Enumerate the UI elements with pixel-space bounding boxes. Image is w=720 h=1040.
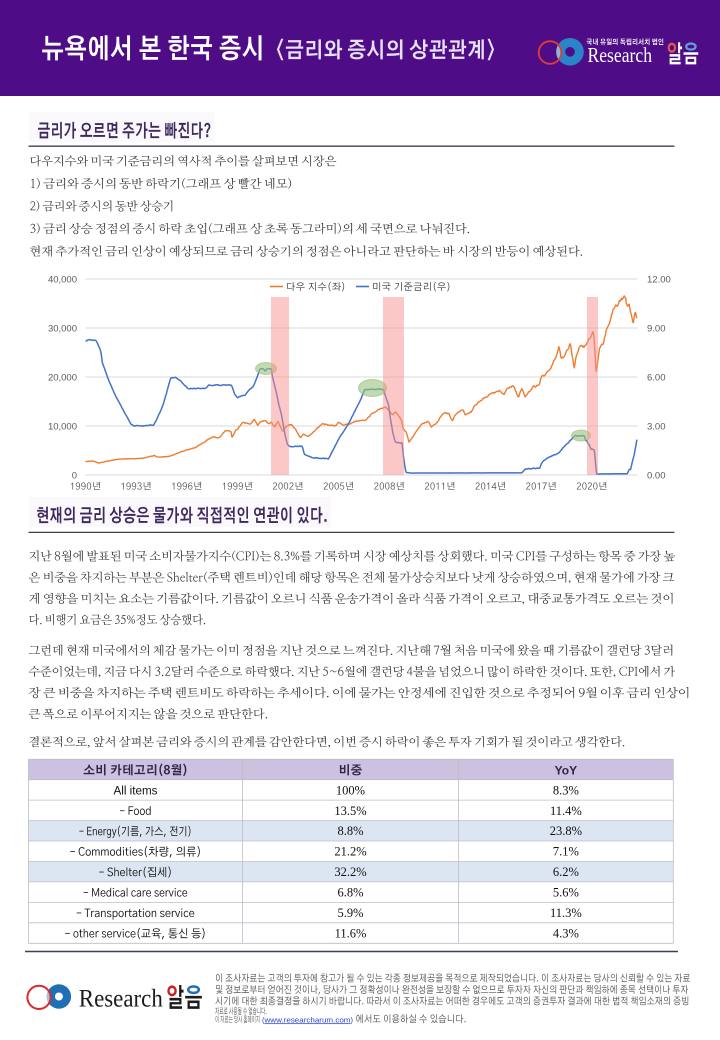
svg-text:23.8%: 23.8% (550, 824, 582, 838)
svg-text:0: 0 (72, 471, 77, 482)
svg-text:6.00: 6.00 (647, 373, 666, 384)
svg-text:8.3%: 8.3% (553, 783, 579, 797)
svg-text:12.00: 12.00 (647, 275, 671, 286)
svg-text:21.2%: 21.2% (334, 845, 366, 859)
svg-text:6.2%: 6.2% (553, 865, 579, 879)
svg-text:0.00: 0.00 (647, 471, 666, 482)
svg-text:11.3%: 11.3% (550, 906, 582, 920)
svg-text:10,000: 10,000 (48, 422, 77, 433)
svg-text:7.1%: 7.1% (553, 845, 579, 859)
svg-text:100%: 100% (336, 783, 365, 797)
svg-text:4.3%: 4.3% (553, 926, 579, 940)
svg-text:30,000: 30,000 (48, 324, 77, 335)
svg-text:(www.researcharum.com): (www.researcharum.com) (262, 1015, 354, 1024)
svg-text:32.2%: 32.2% (334, 865, 366, 879)
svg-text:40,000: 40,000 (48, 275, 77, 286)
svg-text:5.9%: 5.9% (337, 906, 363, 920)
svg-text:Research: Research (79, 984, 163, 1013)
svg-text:All items: All items (114, 785, 158, 797)
svg-text:8.8%: 8.8% (337, 824, 363, 838)
svg-text:11.6%: 11.6% (335, 926, 367, 940)
svg-text:11.4%: 11.4% (550, 804, 582, 818)
svg-text:20,000: 20,000 (48, 373, 77, 384)
svg-text:5.6%: 5.6% (553, 886, 579, 900)
svg-text:3.00: 3.00 (647, 422, 666, 433)
svg-text:6.8%: 6.8% (337, 886, 363, 900)
svg-text:Research: Research (588, 43, 653, 67)
svg-text:YoY: YoY (555, 763, 577, 777)
svg-text:13.5%: 13.5% (334, 804, 366, 818)
svg-text:9.00: 9.00 (647, 324, 666, 335)
